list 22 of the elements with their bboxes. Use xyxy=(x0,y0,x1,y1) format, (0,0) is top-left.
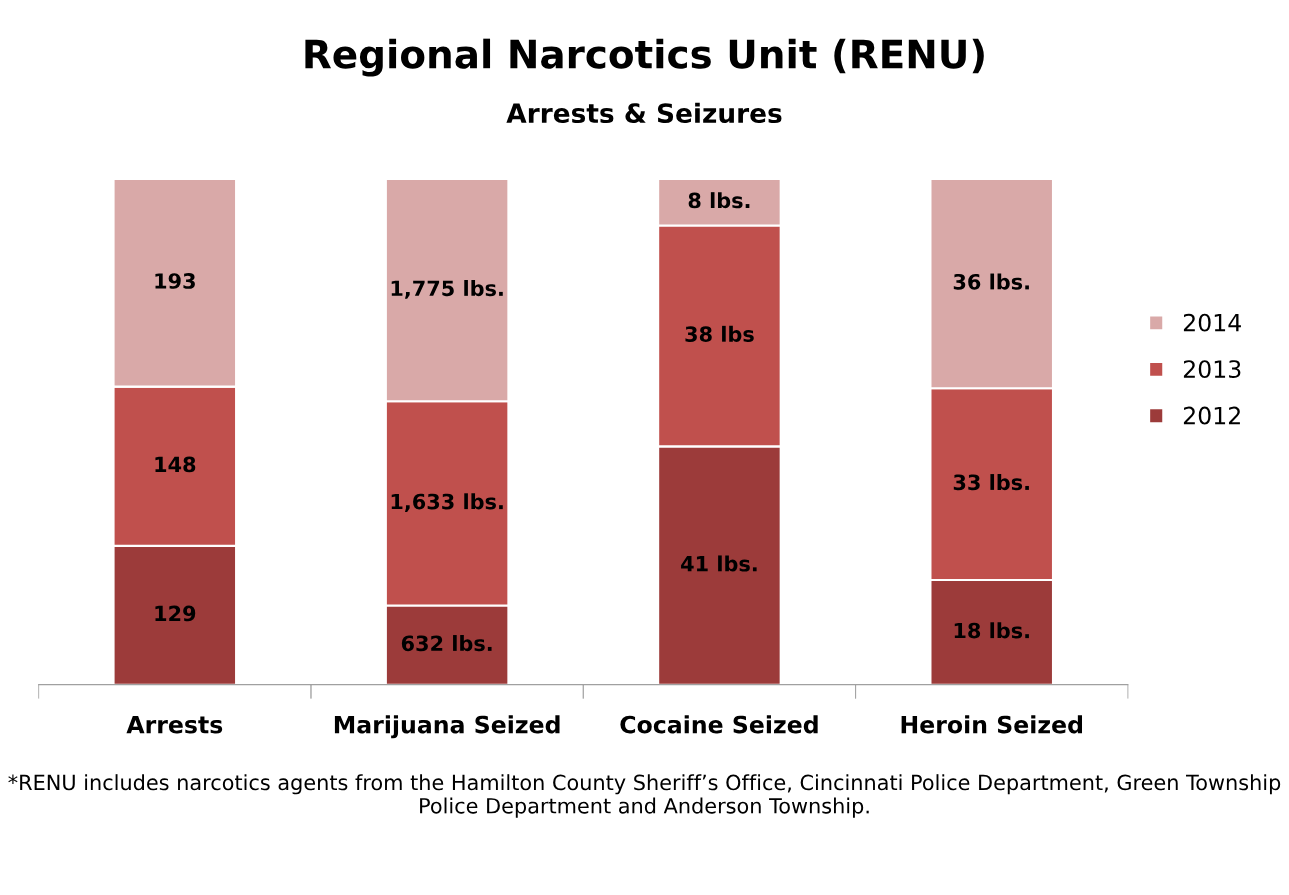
data-label: 129 xyxy=(155,605,196,622)
legend-label: 2014 xyxy=(1183,313,1241,332)
text: Arrests & Seizures xyxy=(506,102,782,124)
data-label: 8 lbs. xyxy=(688,192,750,209)
data-label: 193 xyxy=(155,273,195,289)
data-label: 38 lbs xyxy=(685,325,754,342)
data-label: 41 lbs. xyxy=(681,555,757,572)
legend-label: 2013 xyxy=(1183,360,1241,379)
text: *RENU includes narcotics agents from the Hamilton County Sheriff’s Office, Cincinnati Police Department, Green Township Police Department and Anderson Township. xyxy=(8,774,1281,818)
x-tick-label: Arrests xyxy=(126,715,223,734)
data-label: 1,633 lbs. xyxy=(391,493,503,513)
data-label: 1,775 lbs. xyxy=(391,280,503,299)
legend-label: 2012 xyxy=(1183,406,1240,425)
x-tick-label: Cocaine Seized xyxy=(620,715,818,734)
text: Regional Narcotics Unit (RENU) xyxy=(305,38,984,77)
data-label: 148 xyxy=(155,456,196,473)
data-label: 632 lbs. xyxy=(401,635,492,652)
data-label: 33 lbs. xyxy=(953,474,1029,491)
x-tick-label: Heroin Seized xyxy=(901,715,1083,734)
data-label: 36 lbs. xyxy=(953,273,1029,290)
data-label: 18 lbs. xyxy=(954,622,1029,639)
x-tick-label: Marijuana Seized xyxy=(334,715,560,739)
